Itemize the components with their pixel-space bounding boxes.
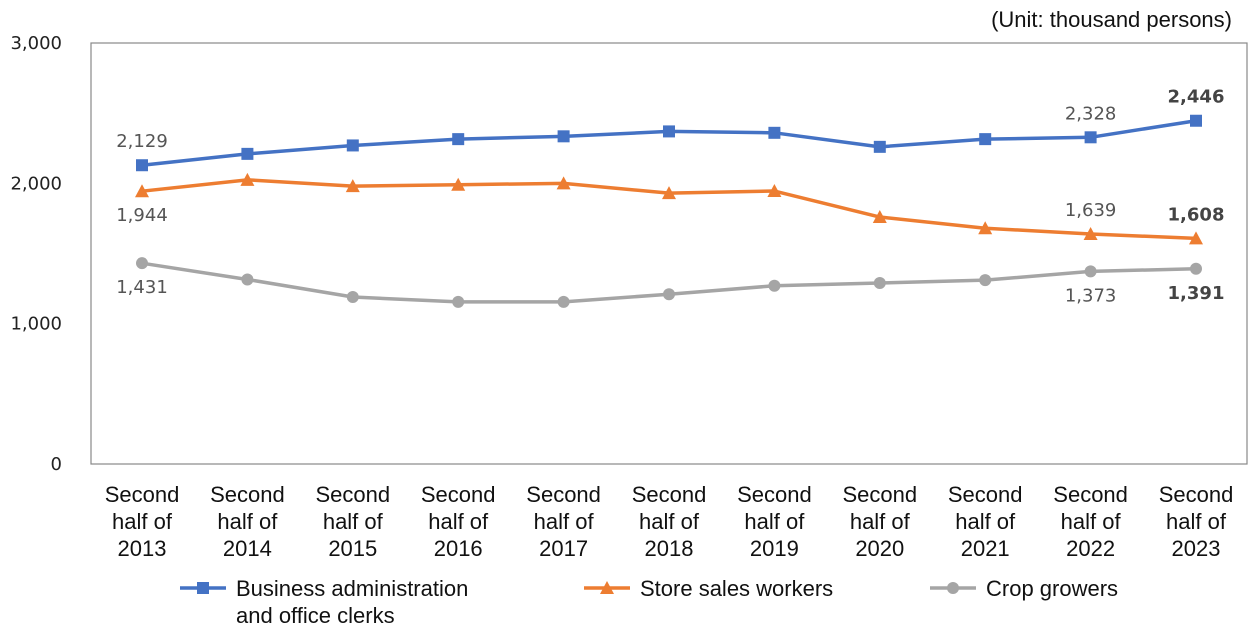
x-tick-label: Second half of 2022 — [1053, 482, 1128, 561]
data-point-triangle — [556, 176, 571, 190]
data-point-circle — [136, 257, 148, 270]
data-label: 2,129 — [116, 131, 168, 152]
x-tick-label: Second half of 2019 — [737, 482, 812, 561]
data-point-square — [241, 147, 254, 160]
series-2 — [135, 172, 1203, 245]
data-point-circle — [557, 295, 570, 308]
data-label: 1,608 — [1168, 204, 1225, 225]
data-label: 2,446 — [1168, 87, 1225, 108]
data-point-triangle — [662, 186, 676, 200]
data-point-triangle — [240, 172, 255, 186]
x-tick-label: Second half of 2017 — [526, 482, 601, 561]
legend-item-1: Business administration and office clerks — [180, 576, 468, 624]
y-tick-label: 1,000 — [10, 314, 62, 335]
data-point-square — [873, 140, 886, 153]
legend-label: Crop growers — [986, 576, 1118, 601]
data-point-circle — [1190, 262, 1202, 275]
y-axis: 0 1,000 2,000 3,000 — [10, 33, 62, 475]
data-point-triangle — [451, 177, 466, 191]
x-axis: Second half of 2013 Second half of 2014 Second… — [105, 482, 1234, 561]
unit-label: (Unit: thousand persons) — [991, 7, 1232, 32]
data-point-square — [1084, 131, 1097, 144]
data-point-circle — [346, 291, 359, 304]
x-tick-label: Second half of 2018 — [632, 482, 707, 561]
data-point-triangle — [135, 184, 149, 198]
series-layer — [135, 114, 1203, 308]
x-tick-label: Second half of 2015 — [315, 482, 390, 561]
data-labels: 2,129 2,328 2,446 1,944 1,639 1,608 1,431 1,373… — [116, 87, 1224, 307]
data-point-triangle — [767, 184, 782, 198]
legend-marker — [197, 582, 209, 594]
data-label: 1,639 — [1065, 200, 1117, 221]
legend-marker — [947, 582, 959, 594]
legend-label: Store sales workers — [640, 576, 833, 601]
x-tick-label: Second half of 2021 — [948, 482, 1023, 561]
data-point-triangle — [872, 210, 887, 224]
y-tick-label: 3,000 — [10, 33, 62, 54]
x-tick-label: Second half of 2016 — [421, 482, 496, 561]
data-point-square — [346, 139, 359, 152]
data-point-square — [1190, 114, 1202, 127]
data-point-square — [136, 159, 148, 172]
data-point-triangle — [978, 221, 993, 235]
data-label: 1,391 — [1168, 283, 1225, 304]
data-point-square — [768, 126, 781, 139]
legend-marker — [600, 581, 614, 594]
legend-item-3: Crop growers — [930, 576, 1118, 601]
data-label: 2,328 — [1065, 103, 1117, 124]
data-point-circle — [241, 273, 254, 286]
data-point-triangle — [345, 179, 360, 193]
data-point-circle — [979, 274, 992, 287]
legend-label: Business administration and office clerks — [236, 576, 468, 624]
data-point-circle — [1084, 265, 1097, 278]
data-point-triangle — [1189, 231, 1203, 245]
data-point-circle — [452, 295, 465, 308]
legend: Business administration and office clerks… — [180, 576, 1118, 624]
x-tick-label: Second half of 2013 — [105, 482, 180, 561]
y-tick-label: 0 — [51, 454, 62, 475]
data-point-square — [557, 130, 570, 143]
x-tick-label: Second half of 2014 — [210, 482, 285, 561]
data-point-circle — [768, 279, 781, 292]
data-point-circle — [873, 276, 886, 289]
data-label: 1,373 — [1065, 285, 1117, 306]
x-tick-label: Second half of 2020 — [842, 482, 917, 561]
data-point-circle — [663, 288, 675, 301]
data-point-square — [979, 133, 992, 146]
legend-item-2: Store sales workers — [584, 576, 833, 601]
data-point-triangle — [1083, 226, 1098, 240]
data-point-square — [663, 125, 675, 138]
plot-frame — [90, 42, 1248, 465]
y-tick-label: 2,000 — [10, 173, 62, 194]
x-tick-label: Second half of 2023 — [1159, 482, 1234, 561]
series-1 — [136, 114, 1202, 172]
data-label: 1,431 — [116, 277, 168, 298]
series-3 — [136, 257, 1202, 308]
data-point-square — [452, 133, 465, 146]
data-label: 1,944 — [116, 205, 168, 226]
